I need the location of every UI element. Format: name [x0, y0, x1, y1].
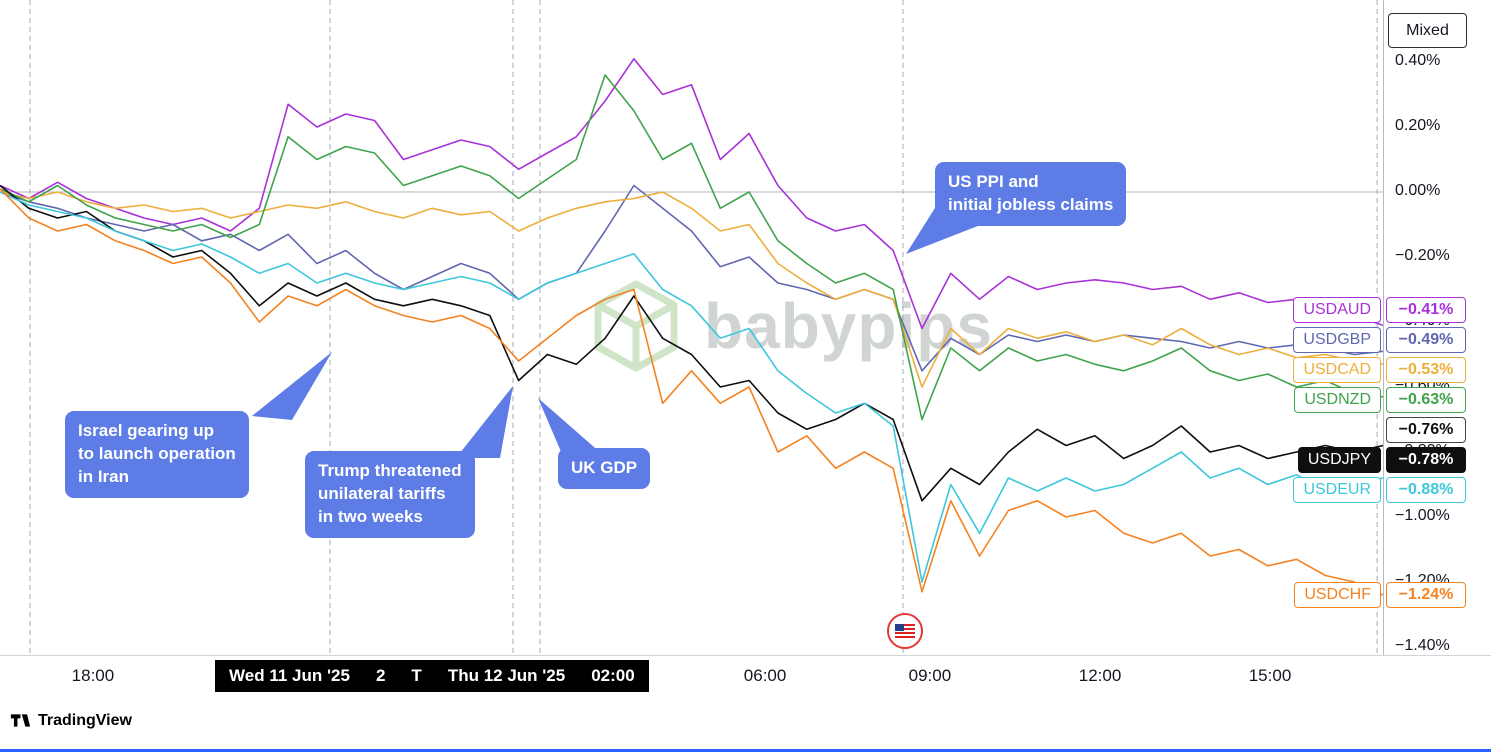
session-segment: Thu 12 Jun '25: [447, 666, 566, 685]
time-axis[interactable]: 18:00 06:00 09:00 12:00 15:00 Wed 11 Jun '25…: [0, 655, 1491, 698]
y-tick-0.40%: 0.40%: [1395, 52, 1441, 69]
price-label-row-last-value: −0.76%: [0, 417, 1491, 444]
us-flag-icon: [894, 624, 915, 638]
session-segment: Wed 11 Jun '25: [229, 666, 350, 685]
series-line-USDCHF[interactable]: [0, 188, 1383, 596]
series-line-USDNZD[interactable]: [0, 74, 1383, 421]
status-badge: Mixed: [1388, 13, 1467, 48]
y-tick-−1.40%: −1.40%: [1395, 637, 1450, 654]
series-line-USDEUR[interactable]: [0, 191, 1383, 583]
series-line-USDGBP[interactable]: [0, 184, 1383, 372]
y-tick-0.00%: 0.00%: [1395, 182, 1441, 199]
callout-uk-gdp: UK GDP: [558, 448, 651, 489]
tradingview-attribution[interactable]: TradingView: [10, 710, 132, 731]
y-tick-−1.00%: −1.00%: [1395, 507, 1450, 524]
pair-label-USDGBP[interactable]: USDGBP: [1293, 327, 1381, 353]
y-tick-0.20%: 0.20%: [1395, 117, 1441, 134]
pair-label-USDNZD[interactable]: USDNZD: [1294, 387, 1381, 413]
session-date-label: Wed 11 Jun '25 2 T Thu 12 Jun '25 02:00: [215, 660, 649, 692]
price-label-row-USDJPY: USDJPY −0.78%: [0, 447, 1491, 474]
session-segment: T: [411, 666, 422, 685]
callout-us-ppi: US PPI and initial jobless claims: [935, 162, 1127, 226]
chart-canvas[interactable]: [0, 0, 1383, 655]
watermark-text: babypips: [704, 290, 993, 362]
pair-label-USDAUD[interactable]: USDAUD: [1293, 297, 1381, 323]
price-label-row-USDGBP: USDGBP −0.49%: [0, 327, 1491, 354]
price-label-row-USDNZD: USDNZD −0.63%: [0, 387, 1491, 414]
x-tick-09:00: 09:00: [908, 666, 952, 685]
x-tick-06:00: 06:00: [743, 666, 787, 685]
pair-value-USDEUR: −0.88%: [1386, 477, 1466, 503]
chart-plot-area[interactable]: babypips Israel gearing up to launch ope…: [0, 0, 1383, 655]
tradingview-logo-icon: [10, 714, 31, 727]
pair-value-USDJPY: −0.78%: [1386, 447, 1466, 473]
pair-value-USDGBP: −0.49%: [1386, 327, 1466, 353]
pair-label-USDCHF[interactable]: USDCHF: [1294, 582, 1381, 608]
callout-israel-news: Israel gearing up to launch operation in…: [65, 411, 249, 498]
price-scale-separator: [1383, 0, 1384, 697]
pair-label-USDEUR[interactable]: USDEUR: [1293, 477, 1381, 503]
price-label-row-USDCAD: USDCAD −0.53%: [0, 357, 1491, 384]
callout-trump-tariffs: Trump threatened unilateral tariffs in t…: [305, 451, 475, 538]
price-label-row-USDAUD: USDAUD −0.41%: [0, 297, 1491, 324]
series-line-USDAUD[interactable]: [0, 57, 1383, 330]
session-segment: 02:00: [591, 666, 635, 685]
pair-value-USDAUD: −0.41%: [1386, 297, 1466, 323]
price-label-row-USDEUR: USDEUR −0.88%: [0, 477, 1491, 504]
pair-value-last-value: −0.76%: [1386, 417, 1466, 443]
x-tick-12:00: 12:00: [1078, 666, 1122, 685]
bottom-accent-bar: [0, 749, 1491, 752]
us-flag-event-icon[interactable]: [886, 613, 923, 649]
babypips-watermark: babypips: [588, 278, 993, 374]
pair-label-USDJPY[interactable]: USDJPY: [1297, 447, 1381, 473]
tradingview-label: TradingView: [38, 711, 132, 729]
pair-label-USDCAD[interactable]: USDCAD: [1293, 357, 1381, 383]
pair-value-USDNZD: −0.63%: [1386, 387, 1466, 413]
series-line-USDJPY[interactable]: [0, 184, 1383, 502]
x-tick-18:00: 18:00: [71, 666, 115, 685]
y-tick-−0.20%: −0.20%: [1395, 247, 1450, 264]
pair-value-USDCAD: −0.53%: [1386, 357, 1466, 383]
series-line-USDCAD[interactable]: [0, 191, 1383, 388]
session-segment: 2: [375, 666, 386, 685]
x-tick-15:00: 15:00: [1248, 666, 1292, 685]
babypips-logo-icon: [594, 280, 678, 372]
price-label-row-USDCHF: USDCHF −1.24%: [0, 582, 1491, 609]
pair-value-USDCHF: −1.24%: [1386, 582, 1466, 608]
